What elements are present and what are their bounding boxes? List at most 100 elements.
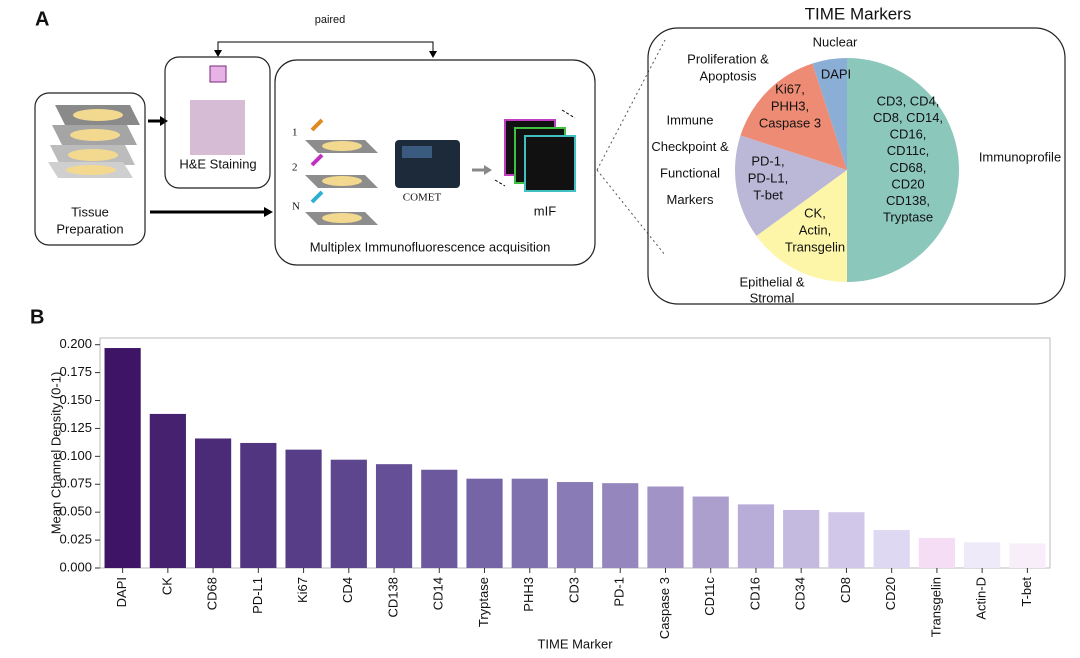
icon [209,65,227,83]
x-tick-label: PHH3 [521,577,536,612]
marker-label: CD8, CD14, [873,110,943,125]
x-tick-label: CD4 [340,577,355,603]
label: H&E Staining [179,156,256,171]
y-tick-label: 0.075 [59,476,92,491]
marker-label: PD-L1, [748,170,788,185]
arrow-head [429,51,437,58]
x-tick-label: CK [159,577,174,595]
y-tick-label: 0.175 [59,364,92,379]
he-box [164,56,271,189]
x-tick-label: Tryptase [476,577,491,627]
group-name: Checkpoint & [651,139,729,154]
pie [735,58,959,283]
markers-box [647,27,1066,305]
x-tick-label: CD8 [838,577,853,603]
marker-label: Ki67, [775,81,805,96]
bar [330,459,367,568]
x-tick-label: CD3 [566,577,581,603]
group-name: Nuclear [813,34,858,49]
group-name: Epithelial & [739,274,804,289]
y-tick-label: 0.100 [59,448,92,463]
bar [918,537,955,568]
x-axis-title: TIME Marker [537,636,613,651]
panel-label: B [30,306,44,328]
tissue-box [34,92,146,246]
group-name: Immunoprofile [979,149,1061,164]
x-tick-label: Ki67 [295,577,310,603]
group-name: Apoptosis [699,68,757,83]
group-name: Stromal [750,290,795,305]
bar [375,464,413,568]
mif-stack [494,109,576,192]
group-name: Markers [667,192,714,207]
bar [1009,543,1046,568]
bar [104,348,141,568]
x-tick-label: CD20 [883,577,898,610]
x-tick-label: DAPI [114,577,129,607]
marker-label: CD138, [886,193,930,208]
arrow-head [214,50,222,57]
marker-label: CD11c, [887,143,929,158]
panel-label: A [35,8,49,30]
label: COMET [403,192,442,204]
arrow-head [160,116,168,126]
bar [964,542,1001,568]
bar [240,442,277,568]
y-tick-label: 0.150 [59,392,92,407]
zoom-lines [596,39,666,256]
x-tick-label: CD34 [793,577,808,610]
marker-label: DAPI [821,66,851,81]
y-tick-label: 0.200 [59,336,92,351]
he-image [190,100,245,155]
step: 2 [292,162,298,174]
bar [828,512,865,568]
x-tick-label: CD138 [385,577,400,617]
marker-label: Caspase 3 [759,115,821,130]
y-axis-title: Mean Channel Density (0-1) [48,372,63,535]
bar [737,504,775,568]
comet-device [395,140,460,188]
marker-label: PD-1, [751,153,784,168]
bar [195,438,232,568]
bar [647,486,684,568]
marker-label: CD16, [890,127,927,142]
marker-label: T-bet [753,187,783,202]
bar [873,530,910,568]
bar [692,496,729,568]
y-tick-label: 0.000 [59,559,92,574]
marker-label: CD68, [890,160,927,175]
marker-label: CD20 [891,176,924,191]
bar [602,483,639,568]
x-tick-label: CD16 [747,577,762,610]
group-name: Functional [660,165,720,180]
x-tick-label: Actin-D [974,577,989,620]
panel-title: TIME Markers [805,4,912,23]
step: N [292,201,300,213]
marker-label: CK, [804,205,826,220]
label: mIF [534,203,556,218]
x-tick-label: CD68 [205,577,220,610]
label: Preparation [56,221,123,236]
x-tick-label: PD-L1 [250,577,265,614]
label: paired [315,14,346,26]
tissue-slides [48,105,140,178]
x-tick-label: PD-1 [612,577,627,607]
bar [556,482,594,568]
acquisition-box [274,59,596,266]
slides [305,118,378,225]
marker-label: PHH3, [771,98,809,113]
bar [421,469,458,568]
x-tick-label: CD14 [431,577,446,610]
x-tick-label: Caspase 3 [657,577,672,639]
group-name: Immune [667,112,714,127]
marker-label: Transgelin [785,239,845,254]
bar [783,509,820,568]
bar [466,478,503,568]
bar [149,413,186,568]
y-tick-label: 0.125 [59,420,92,435]
label: Multiplex Immunofluorescence acquisition [310,239,551,254]
bar [285,449,322,568]
x-tick-label: CD11c [702,577,717,616]
marker-label: Actin, [799,222,832,237]
